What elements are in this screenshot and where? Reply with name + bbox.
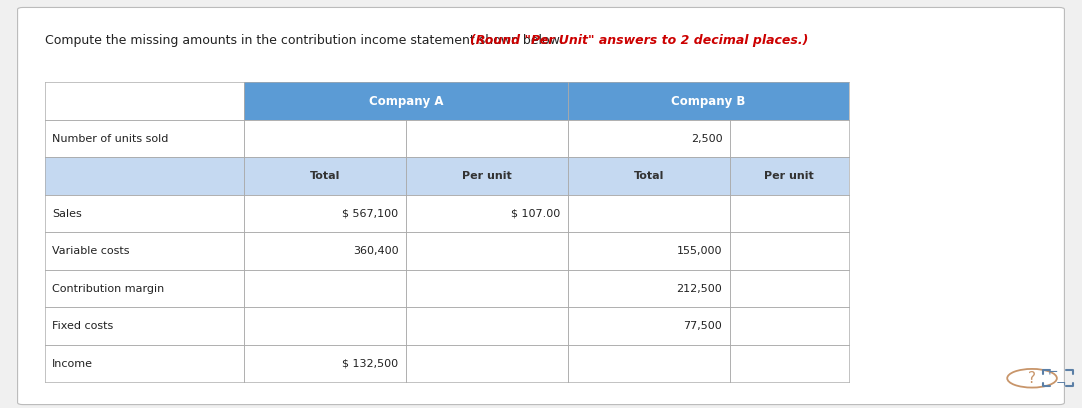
Text: (Round "Per Unit" answers to 2 decimal places.): (Round "Per Unit" answers to 2 decimal p… xyxy=(470,34,808,47)
Bar xyxy=(245,120,406,157)
Bar xyxy=(568,157,730,195)
Text: $ 567,100: $ 567,100 xyxy=(342,208,398,219)
Bar xyxy=(568,195,730,233)
Text: 77,500: 77,500 xyxy=(684,321,723,331)
Bar xyxy=(245,82,568,120)
Bar xyxy=(568,270,730,307)
Text: Company A: Company A xyxy=(369,95,444,108)
Text: Per unit: Per unit xyxy=(764,171,814,181)
Bar xyxy=(44,120,245,157)
Bar xyxy=(730,307,848,345)
Bar xyxy=(245,195,406,233)
Bar xyxy=(245,345,406,382)
Bar xyxy=(730,270,848,307)
Text: $ 107.00: $ 107.00 xyxy=(511,208,560,219)
Bar xyxy=(568,233,730,270)
Text: Company B: Company B xyxy=(671,95,745,108)
Bar xyxy=(44,157,245,195)
Text: Number of units sold: Number of units sold xyxy=(52,134,169,144)
Bar xyxy=(568,120,730,157)
Text: Contribution margin: Contribution margin xyxy=(52,284,164,294)
Bar xyxy=(730,120,848,157)
Bar xyxy=(245,233,406,270)
Text: Total: Total xyxy=(309,171,341,181)
Bar xyxy=(245,270,406,307)
Bar xyxy=(44,82,245,120)
Bar xyxy=(406,233,568,270)
Text: 360,400: 360,400 xyxy=(353,246,398,256)
Text: Income: Income xyxy=(52,359,93,368)
Bar xyxy=(44,233,245,270)
Bar xyxy=(44,307,245,345)
Bar xyxy=(245,157,406,195)
Bar xyxy=(44,270,245,307)
Bar xyxy=(406,270,568,307)
Text: $ 132,500: $ 132,500 xyxy=(342,359,398,368)
Bar xyxy=(44,345,245,382)
Bar xyxy=(245,307,406,345)
Text: Total: Total xyxy=(634,171,664,181)
Bar xyxy=(730,157,848,195)
Text: Compute the missing amounts in the contribution income statement shown below:: Compute the missing amounts in the contr… xyxy=(44,34,567,47)
Bar xyxy=(406,307,568,345)
Bar xyxy=(406,157,568,195)
Text: ⌐: ⌐ xyxy=(1047,366,1058,379)
Bar xyxy=(44,195,245,233)
Bar xyxy=(730,345,848,382)
Text: ¬: ¬ xyxy=(1056,378,1067,391)
Bar xyxy=(730,233,848,270)
Bar xyxy=(406,345,568,382)
Text: Per unit: Per unit xyxy=(462,171,512,181)
Text: Fixed costs: Fixed costs xyxy=(52,321,114,331)
Text: ?: ? xyxy=(1028,371,1037,386)
Bar xyxy=(568,307,730,345)
Bar xyxy=(568,82,848,120)
Text: Sales: Sales xyxy=(52,208,82,219)
FancyBboxPatch shape xyxy=(17,7,1065,405)
Bar xyxy=(730,195,848,233)
Text: Variable costs: Variable costs xyxy=(52,246,130,256)
Bar xyxy=(406,195,568,233)
Bar xyxy=(568,345,730,382)
Text: 212,500: 212,500 xyxy=(676,284,723,294)
Bar xyxy=(406,120,568,157)
Text: 155,000: 155,000 xyxy=(677,246,723,256)
Text: 2,500: 2,500 xyxy=(690,134,723,144)
